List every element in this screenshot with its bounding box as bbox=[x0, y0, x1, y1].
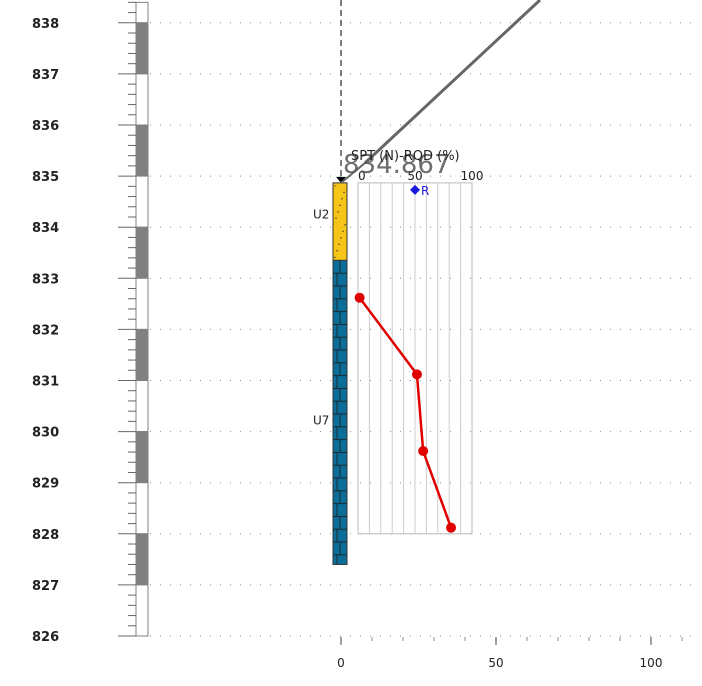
inset-panel: 0 50 100 R bbox=[357, 169, 484, 535]
scale-bar-segment bbox=[135, 584, 149, 637]
y-tick-label: 826 bbox=[32, 630, 59, 645]
y-tick-label: 829 bbox=[32, 477, 59, 492]
scale-bar-segment bbox=[135, 482, 149, 535]
x-tick-label: 50 bbox=[488, 656, 503, 670]
chart-title: SPT (N)-RQD (%) bbox=[351, 149, 460, 164]
series-point bbox=[354, 292, 365, 303]
sand-dot bbox=[336, 250, 338, 252]
sand-dot bbox=[334, 256, 336, 258]
sand-dot bbox=[340, 237, 342, 239]
x-tick-label: 0 bbox=[337, 656, 345, 670]
scale-bar-segment bbox=[135, 431, 149, 484]
y-tick-label: 833 bbox=[32, 272, 59, 287]
top-elevation-label: 834.867 bbox=[343, 150, 451, 180]
sand-dot bbox=[343, 191, 345, 193]
scale-bar-segment bbox=[135, 175, 149, 228]
series-point bbox=[418, 446, 429, 457]
scale-bar-segment bbox=[135, 73, 149, 126]
y-tick-label: 830 bbox=[32, 426, 59, 441]
elevation-leader-line bbox=[363, 0, 542, 165]
layer-label: U2 bbox=[313, 208, 329, 222]
grid-layer bbox=[150, 22, 700, 637]
inset-tick-label: 100 bbox=[461, 169, 484, 183]
series-layer bbox=[354, 292, 457, 533]
sand-dot bbox=[337, 211, 339, 213]
y-axis: 838 837 836 835 834 833 832 831 830 829 828 827 826 bbox=[32, 17, 59, 645]
sand-dot bbox=[335, 217, 337, 219]
borehole-top-marker bbox=[336, 176, 346, 183]
scale-bar-segment bbox=[135, 328, 149, 381]
x-tick-label: 100 bbox=[640, 656, 663, 670]
inset-tick-label: 0 bbox=[358, 169, 366, 183]
sand-dot bbox=[338, 243, 340, 245]
sand-dot bbox=[339, 204, 341, 206]
sand-dot bbox=[344, 224, 346, 226]
y-tick-label: 838 bbox=[32, 17, 59, 32]
sand-dot bbox=[334, 185, 336, 187]
elevation-leader-line bbox=[340, 162, 366, 184]
series-point bbox=[411, 369, 422, 380]
scale-bar-segment bbox=[135, 226, 149, 279]
scale-bar-segment bbox=[135, 124, 149, 177]
scale-bar-segment bbox=[135, 533, 149, 586]
sand-dot bbox=[342, 230, 344, 232]
series-line bbox=[358, 296, 453, 529]
y-tick-label: 837 bbox=[32, 68, 59, 83]
scale-bar-segment bbox=[135, 277, 149, 330]
scale-bar-segment bbox=[135, 1, 149, 24]
borehole-column: U2 U7 bbox=[313, 0, 542, 565]
y-tick-label: 834 bbox=[32, 221, 59, 236]
sand-dot bbox=[341, 198, 343, 200]
label-layer: 834.867 SPT (N)-RQD (%) bbox=[343, 149, 460, 180]
rqd-marker-label: R bbox=[421, 184, 429, 198]
y-tick-label: 831 bbox=[32, 375, 59, 390]
series-point bbox=[446, 522, 457, 533]
borehole-layer bbox=[332, 182, 348, 261]
y-tick-label: 832 bbox=[32, 323, 59, 338]
elevation-scale-bar bbox=[118, 1, 149, 637]
y-tick-label: 836 bbox=[32, 119, 59, 134]
scale-bar-segment bbox=[135, 22, 149, 75]
scale-bar-segment bbox=[135, 380, 149, 433]
y-tick-label: 827 bbox=[32, 579, 59, 594]
y-tick-label: 828 bbox=[32, 528, 59, 543]
layer-label: U7 bbox=[313, 413, 329, 427]
rqd-marker-diamond bbox=[410, 184, 420, 195]
inset-tick-label: 50 bbox=[407, 169, 422, 183]
x-axis: 0 50 100 bbox=[337, 637, 683, 670]
y-tick-label: 835 bbox=[32, 170, 59, 185]
